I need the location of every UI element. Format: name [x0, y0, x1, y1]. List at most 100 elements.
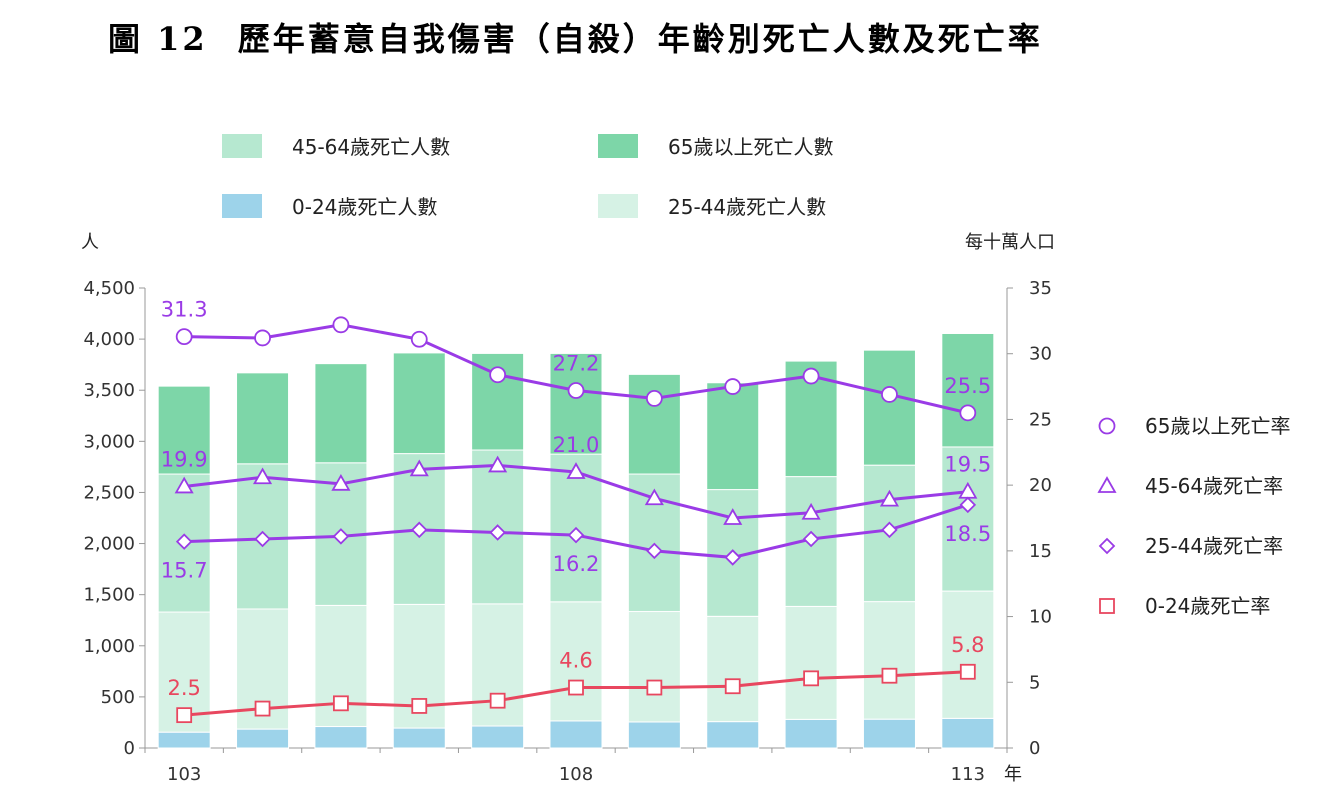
data-label: 15.7 [161, 559, 208, 583]
rate-point-1-111 [802, 367, 820, 385]
legend-swatch [222, 194, 262, 218]
left-tick-label: 1,000 [83, 636, 135, 657]
rate-point-1-113 [959, 404, 977, 422]
bar-segment-4-110 [706, 382, 760, 491]
rate-point-3-103 [175, 533, 193, 550]
left-tick-label: 1,500 [83, 585, 135, 606]
x-tick-label: 103 [167, 764, 201, 785]
legend-marker [1097, 476, 1117, 493]
rate-point-1-108 [567, 382, 585, 399]
bar-segment-4-106 [392, 352, 446, 455]
rate-point-2-112 [879, 489, 900, 507]
rate-point-2-108 [566, 462, 586, 479]
left-axis-unit: 人 [81, 232, 99, 253]
bar-segment-1-111 [784, 718, 838, 749]
right-tick-label: 5 [1029, 672, 1040, 693]
rate-point-4-108 [568, 679, 584, 696]
rate-point-2-104 [252, 467, 273, 485]
rate-point-1-109 [645, 389, 663, 407]
chart-title: 圖 12 歷年蓄意自我傷害（自殺）年齡別死亡人數及死亡率 [108, 14, 1043, 60]
legend-swatch [222, 134, 262, 158]
rate-point-4-105 [333, 695, 349, 712]
legend-swatch [598, 194, 638, 218]
bar-segment-2-111 [784, 605, 838, 720]
right-tick-label: 30 [1029, 344, 1052, 365]
rate-point-3-108 [567, 526, 585, 544]
rate-point-3-113 [959, 496, 977, 514]
legend-marker [1098, 537, 1116, 555]
rate-point-1-104 [254, 329, 271, 347]
rate-point-4-112 [881, 667, 898, 684]
data-label: 5.8 [951, 633, 984, 657]
rate-point-1-106 [410, 330, 428, 348]
x-tick-label: 108 [559, 764, 593, 785]
rate-point-2-107 [488, 455, 508, 473]
rate-point-3-112 [881, 521, 898, 539]
left-tick-label: 2,500 [83, 482, 135, 503]
right-tick-label: 35 [1029, 278, 1052, 299]
rate-point-1-112 [881, 386, 898, 403]
bar-segment-1-107 [471, 725, 525, 749]
rate-point-4-103 [176, 707, 193, 724]
rate-point-2-103 [174, 476, 194, 494]
data-label: 19.9 [161, 447, 208, 471]
figure-caption: 歷年蓄意自我傷害（自殺）年齡別死亡人數及死亡率 [237, 20, 1043, 58]
data-label: 31.3 [161, 298, 208, 322]
rate-point-4-111 [803, 670, 819, 687]
left-tick-label: 4,000 [83, 329, 135, 350]
rate-point-4-110 [724, 678, 741, 695]
x-tick-label: 113 [951, 764, 985, 785]
bar-segment-2-109 [627, 611, 681, 723]
rate-point-4-104 [254, 700, 271, 717]
bar-segment-1-103 [157, 731, 211, 749]
data-label: 19.5 [944, 453, 991, 477]
right-axis-unit: 每十萬人口 [965, 232, 1055, 253]
bar-segment-1-110 [706, 721, 760, 749]
right-tick-label: 15 [1029, 541, 1052, 562]
bar-segment-2-113 [941, 590, 995, 719]
legend-label: 65歲以上死亡率 [1145, 414, 1290, 438]
left-tick-label: 2,000 [83, 534, 135, 555]
rate-point-3-111 [802, 530, 820, 548]
x-axis-unit: 年 [1004, 764, 1022, 785]
bar-segment-1-113 [941, 717, 995, 749]
data-label: 4.6 [559, 649, 592, 673]
bar-segment-1-109 [627, 721, 681, 749]
rate-point-2-106 [409, 459, 429, 477]
bar-segment-1-105 [314, 726, 368, 749]
legend-label: 0-24歲死亡率 [1145, 594, 1270, 618]
rate-point-1-105 [332, 316, 350, 334]
bar-segment-2-112 [862, 601, 916, 720]
rate-point-3-109 [646, 542, 663, 560]
right-tick-label: 20 [1029, 475, 1052, 496]
left-tick-label: 4,500 [83, 278, 135, 299]
bar-segment-4-108 [549, 352, 603, 455]
rate-point-1-107 [489, 366, 507, 384]
bar-segment-4-113 [941, 332, 995, 448]
left-tick-label: 3,000 [83, 431, 135, 452]
rate-point-3-106 [410, 521, 428, 539]
figure-number: 圖 12 [108, 20, 208, 58]
bar-segment-4-104 [236, 372, 290, 465]
rate-point-3-110 [724, 549, 742, 566]
bar-segment-1-108 [549, 720, 603, 749]
rate-point-1-103 [175, 328, 193, 346]
data-label: 21.0 [553, 433, 600, 457]
legend-label: 25-44歲死亡人數 [668, 195, 826, 219]
bar-segment-2-110 [706, 615, 760, 723]
bar-segment-1-112 [862, 718, 916, 749]
right-tick-label: 25 [1029, 409, 1052, 430]
bar-segment-4-112 [862, 349, 916, 466]
bar-segment-4-109 [627, 373, 681, 475]
right-tick-label: 10 [1029, 607, 1052, 628]
legend-swatch [598, 134, 638, 158]
legend-label: 45-64歲死亡率 [1145, 474, 1283, 498]
right-tick-label: 0 [1029, 738, 1040, 759]
bar-segment-1-106 [392, 727, 446, 749]
left-tick-label: 0 [124, 738, 135, 759]
legend-label: 25-44歲死亡率 [1145, 534, 1283, 558]
rate-point-3-104 [254, 530, 271, 548]
rate-point-2-109 [644, 488, 664, 506]
bar-segment-4-105 [314, 363, 368, 464]
rate-point-2-110 [723, 508, 743, 525]
